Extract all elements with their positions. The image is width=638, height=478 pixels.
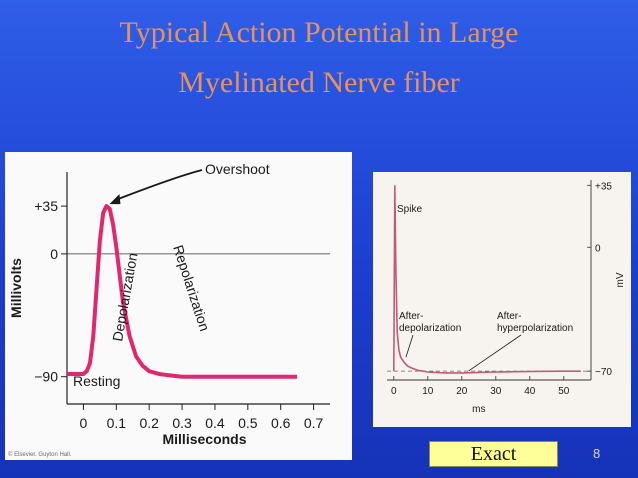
after-hyperpolarization-label-1: After-	[497, 311, 521, 322]
overshoot-arrowhead	[109, 194, 121, 205]
chart2-series-line	[393, 185, 581, 374]
chart1-y-tick-label: −90	[34, 369, 58, 385]
overshoot-arrow	[115, 169, 203, 201]
chart2-x-tick-label: 50	[558, 386, 570, 397]
chart1-ticks: 0 0.1 0.2 0.3 0.4 0.5 0.6 0.7 +35 0 −90	[34, 198, 323, 431]
chart2-x-axis-label: ms	[472, 404, 485, 415]
chart1-x-tick-label: 0.6	[271, 415, 291, 431]
repolarization-label: Repolarization	[170, 243, 213, 333]
chart2-x-tick-label: 10	[422, 386, 434, 397]
chart2-x-tick-label: 40	[524, 386, 536, 397]
after-depolarization-pointer	[405, 334, 414, 358]
chart1-x-tick-label: 0.5	[238, 415, 258, 431]
action-potential-chart: 0 0.1 0.2 0.3 0.4 0.5 0.6 0.7 +35 0 −90 Overshoot …	[5, 152, 352, 460]
after-hyperpolarization-label-2: hyperpolarization	[497, 323, 573, 334]
chart2-y-tick-label: −70	[595, 367, 612, 378]
chart2-y-tick-label: 0	[595, 243, 601, 254]
slide-number: 8	[593, 446, 601, 461]
chart1-x-tick-label: 0.2	[139, 415, 159, 431]
after-depolarization-label-2: depolarization	[399, 323, 461, 334]
after-potential-chart: 0 10 20 30 40 50 +35 0 −70 Spike After- depolari…	[373, 172, 631, 427]
chart1-y-tick-label: 0	[50, 246, 58, 262]
chart1-y-tick-label: +35	[34, 198, 58, 214]
chart1-x-tick-label: 0.7	[304, 415, 324, 431]
chart1-x-axis-label: Milliseconds	[162, 431, 246, 447]
chart1-series-line	[67, 204, 298, 379]
chart1-x-tick-label: 0.4	[205, 415, 225, 431]
depolarization-label: Depolarization	[109, 252, 140, 343]
overshoot-label: Overshoot	[205, 161, 270, 177]
after-potential-svg: 0 10 20 30 40 50 +35 0 −70 Spike After- depolari…	[387, 180, 626, 415]
chart1-x-tick-label: 0.3	[172, 415, 192, 431]
copyright-text: © Elsevier. Guyton Hall.	[8, 452, 72, 458]
spike-label: Spike	[397, 204, 422, 215]
chart2-y-tick-label: +35	[595, 181, 612, 192]
chart2-x-tick-label: 0	[391, 386, 397, 397]
action-potential-svg: 0 0.1 0.2 0.3 0.4 0.5 0.6 0.7+350−90 Overshoot …	[8, 161, 330, 447]
chart2-x-tick-label: 20	[456, 386, 468, 397]
slide-title-line2: Myelinated Nerve fiber	[178, 66, 460, 99]
resting-label: Resting	[73, 373, 120, 389]
chart2-ticks: 0 10 20 30 40 50 +35 0 −70	[391, 181, 612, 397]
exact-button[interactable]: Exact	[429, 441, 558, 467]
slide-title-line1: Typical Action Potential in Large	[119, 16, 519, 49]
chart1-x-tick-label: 0.1	[107, 415, 127, 431]
chart2-x-tick-label: 30	[490, 386, 502, 397]
chart1-x-tick-label: 0	[80, 415, 88, 431]
chart1-y-axis-label: Millivolts	[8, 258, 24, 318]
after-depolarization-label-1: After-	[399, 311, 423, 322]
chart2-y-axis-label: mV	[615, 272, 626, 287]
after-hyperpolarization-pointer	[468, 334, 522, 372]
chart1-axes	[66, 172, 330, 405]
